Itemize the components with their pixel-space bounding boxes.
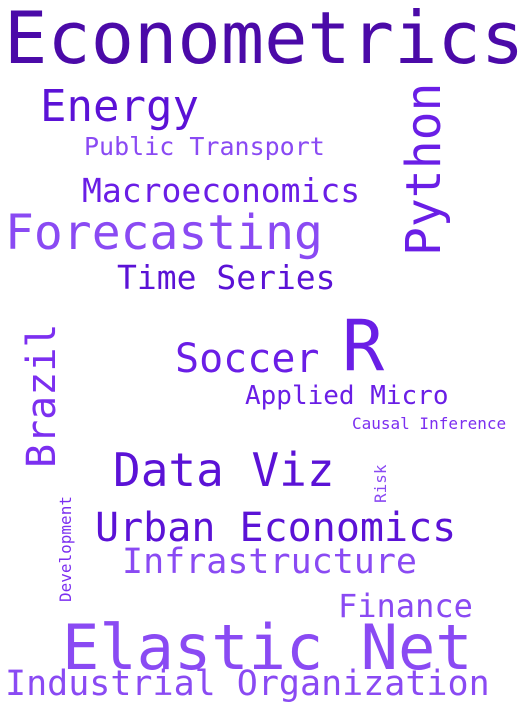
word-applied-micro: Applied Micro xyxy=(245,381,449,411)
word-forecasting: Forecasting xyxy=(5,205,323,261)
word-elastic-net: Elastic Net xyxy=(62,611,473,684)
word-r: R xyxy=(342,305,385,387)
word-econometrics: Econometrics xyxy=(4,0,523,80)
word-brazil: Brazil xyxy=(19,323,65,469)
word-industrial-organization: Industrial Organization xyxy=(5,664,490,704)
word-development: Development xyxy=(56,496,75,602)
word-energy: Energy xyxy=(40,81,199,132)
word-causal-inference: Causal Inference xyxy=(352,414,507,433)
word-infrastructure: Infrastructure xyxy=(122,542,418,582)
word-risk: Risk xyxy=(371,464,390,503)
word-python: Python xyxy=(396,82,452,256)
word-macroeconomics: Macroeconomics xyxy=(82,171,361,210)
word-soccer: Soccer xyxy=(175,336,320,382)
word-public-transport: Public Transport xyxy=(84,132,325,161)
word-finance: Finance xyxy=(338,587,473,625)
word-time-series: Time Series xyxy=(117,258,336,297)
word-urban-economics: Urban Economics xyxy=(95,505,457,551)
word-data-viz: Data Viz xyxy=(113,443,335,497)
